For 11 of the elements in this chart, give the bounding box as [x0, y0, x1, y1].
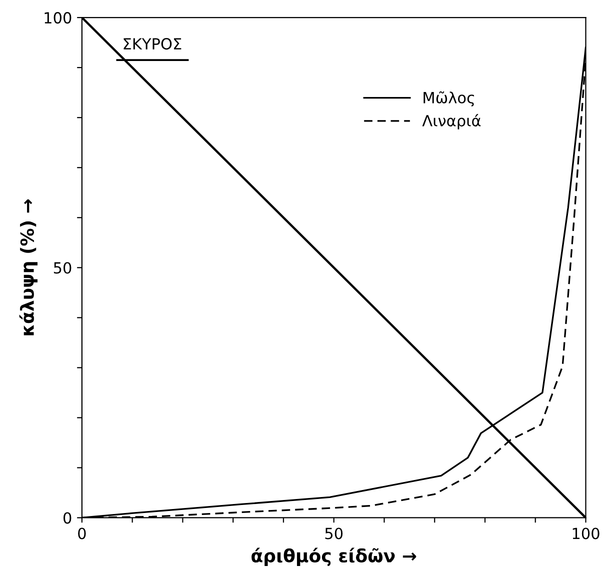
legend-label: Μῶλος	[424, 91, 474, 106]
y-tick-label: 0	[64, 512, 72, 524]
x-axis-title: άριθμός είδῶν →	[252, 548, 416, 566]
x-tick-label: 100	[572, 528, 600, 540]
text: ΣΚΥΡΟΣ	[124, 38, 182, 50]
x-tick-label: 0	[78, 528, 86, 540]
x-tick-label: 50	[325, 528, 343, 540]
y-tick-label: 100	[44, 12, 72, 24]
y-tick-label: 50	[54, 262, 72, 274]
legend-label: Λιναριά	[422, 114, 481, 130]
y-axis-title: κάλυψη (%) →	[19, 199, 38, 336]
